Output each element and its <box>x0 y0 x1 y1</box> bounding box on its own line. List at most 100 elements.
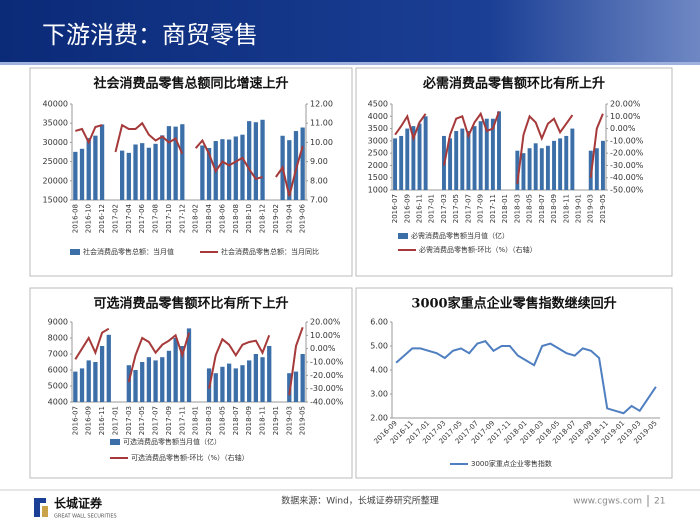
x-tick-label: 2018-03 <box>513 194 521 223</box>
bar <box>287 140 292 200</box>
y-tick-label: 3.00 <box>370 390 388 399</box>
bar <box>86 138 91 200</box>
legend-label: 必需消费品零售额-环比（%）（右轴） <box>419 245 537 254</box>
bar <box>240 134 245 200</box>
legend-label: 可选消费品零售额当月值（亿） <box>123 437 221 446</box>
header-rule <box>0 62 700 65</box>
x-tick-label: 2016-07 <box>391 194 399 223</box>
bar <box>253 354 258 402</box>
y2-tick-label: 20.00% <box>310 318 341 327</box>
bar <box>140 362 145 402</box>
logo-en: GREAT WALL SECURITIES <box>54 514 117 520</box>
y-tick-label: 1500 <box>368 173 388 182</box>
bar <box>454 131 459 190</box>
x-tick-label: 2018-07 <box>232 406 240 435</box>
x-tick-label: 2018-11 <box>562 194 570 223</box>
bar <box>253 122 258 200</box>
x-tick-label: 2018-09 <box>245 406 253 435</box>
y2-tick-label: 9.00 <box>310 157 328 166</box>
bar <box>166 350 172 402</box>
legend-label: 3000家重点企业零售指数 <box>471 459 552 468</box>
y2-tick-label: 7.00 <box>310 196 328 205</box>
x-tick-label: 2019-02 <box>272 204 280 233</box>
y-tick-label: 3000 <box>368 136 388 145</box>
x-tick-label: 2018-04 <box>205 203 213 233</box>
panel <box>29 67 353 277</box>
bar <box>405 128 410 190</box>
y-tick-label: 4000 <box>48 398 68 407</box>
bar <box>133 144 138 200</box>
x-tick-label: 2018-08 <box>232 204 240 233</box>
bar <box>287 373 292 402</box>
legend-label: 必需消费品零售额当月值（亿） <box>411 231 509 240</box>
site: www.cgws.com <box>573 497 642 507</box>
bar <box>160 135 165 200</box>
y2-tick-label: -40.00% <box>310 398 344 407</box>
y2-tick-label: -10.00% <box>610 136 644 145</box>
line <box>74 326 304 396</box>
x-tick-label: 2017-03 <box>440 194 448 223</box>
x-tick-label: 2018-03 <box>205 406 213 435</box>
bar <box>226 139 232 200</box>
bar <box>106 334 111 402</box>
bar <box>93 362 98 402</box>
x-tick-label: 2017-02 <box>111 204 119 233</box>
bar <box>552 140 556 190</box>
bar <box>200 145 205 200</box>
bar <box>180 124 185 200</box>
y-tick-label: 2500 <box>368 149 388 158</box>
y-tick-label: 30000 <box>43 138 68 147</box>
line <box>394 111 604 185</box>
bar <box>466 131 471 190</box>
chart-title: 必需消费品零售额环比有所上升 <box>422 76 605 92</box>
y-tick-label: 15000 <box>43 196 68 205</box>
bar <box>527 148 532 190</box>
x-tick-label: 2018-05 <box>526 194 534 223</box>
bar <box>126 365 131 402</box>
x-tick-label: 2017-05 <box>452 194 460 223</box>
y-tick-label: 4500 <box>368 100 388 109</box>
x-tick-label: 2019-05 <box>299 406 307 435</box>
x-tick-label: 2018-09 <box>550 194 558 223</box>
bar <box>267 346 272 402</box>
bar <box>93 135 98 200</box>
bar <box>73 371 78 402</box>
x-tick-label: 2019-06 <box>299 203 307 233</box>
source: 数据来源：Wind，长城证券研究所整理 <box>281 495 439 507</box>
bar <box>411 126 416 190</box>
bar <box>140 143 145 200</box>
y-tick-label: 4.00 <box>370 366 388 375</box>
y-tick-label: 3500 <box>368 124 388 133</box>
logo: 长城证券 GREAT WALL SECURITIES <box>34 496 117 520</box>
y2-tick-label: 10.00 <box>310 138 333 147</box>
bar <box>515 150 520 190</box>
x-tick-label: 2017-01 <box>111 406 119 435</box>
chart-title: 社会消费品零售总额同比增速上升 <box>92 76 288 92</box>
bar <box>521 153 526 190</box>
bar <box>247 360 252 402</box>
panel <box>355 67 673 277</box>
x-tick-label: 2018-01 <box>501 194 509 223</box>
bar <box>166 126 172 200</box>
bar <box>186 328 192 402</box>
y-tick-label: 40000 <box>43 100 68 109</box>
x-tick-label: 2018-12 <box>259 204 267 233</box>
bar <box>300 354 305 402</box>
bar <box>173 338 178 402</box>
bar <box>417 123 422 190</box>
legend-swatch <box>398 233 408 239</box>
y-tick-label: 1000 <box>368 186 388 195</box>
bar <box>497 111 501 190</box>
y2-tick-label: 8.00 <box>310 176 328 185</box>
bar <box>153 360 158 402</box>
bar <box>153 143 158 200</box>
x-tick-label: 2019-01 <box>272 406 280 435</box>
x-tick-label: 2017-09 <box>477 194 485 223</box>
bar <box>180 346 185 402</box>
y2-tick-label: -20.00% <box>610 149 644 158</box>
x-tick-label: 2016-07 <box>71 406 79 435</box>
bar <box>594 148 599 190</box>
y-tick-label: 20000 <box>43 176 68 185</box>
bar <box>399 135 404 190</box>
